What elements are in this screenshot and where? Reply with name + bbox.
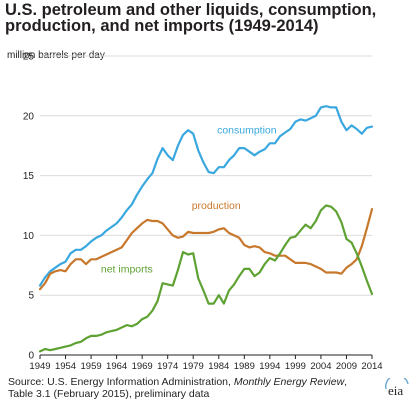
eia-logo-arc [385, 378, 409, 390]
chart-title: U.S. petroleum and other liquids, consum… [5, 1, 417, 35]
series-line-consumption [38, 105, 374, 287]
x-tick-label: 2009 [336, 361, 357, 372]
source-publication: Monthly Energy Review [233, 376, 345, 388]
series-label-net-imports: net imports [101, 263, 153, 275]
source-line-2: Table 3.1 (February 2015), preliminary d… [8, 388, 210, 400]
eia-logo: eia [385, 378, 409, 398]
chart-title-line-2: production, and net imports (1949-2014) [5, 17, 319, 35]
x-tick-label: 2004 [310, 361, 331, 372]
x-tick-label: 1959 [81, 361, 102, 372]
x-tick-label: 1999 [285, 361, 306, 372]
series-label-production: production [192, 200, 241, 212]
x-tick-label: 1949 [29, 361, 50, 372]
x-tick-label: 1974 [157, 361, 178, 372]
source-note: Source: U.S. Energy Information Administ… [8, 376, 347, 400]
x-tick-label: 1964 [106, 361, 127, 372]
eia-logo-text: eia [388, 383, 403, 398]
x-tick-label: 1984 [208, 361, 229, 372]
x-tick-label: 1979 [183, 361, 204, 372]
series-line-production [38, 208, 374, 291]
x-tick-label: 2014 [361, 361, 382, 372]
x-tick-label: 1969 [132, 361, 153, 372]
y-tick-label: 0 [28, 351, 34, 362]
y-tick-label: 5 [28, 291, 34, 302]
x-tick-label: 1954 [55, 361, 76, 372]
series-label-consumption: consumption [217, 125, 277, 137]
x-tick-label: 1989 [234, 361, 255, 372]
x-tick-label: 1994 [259, 361, 280, 372]
y-tick-label: 20 [23, 111, 35, 122]
y-tick-label: 10 [23, 231, 35, 242]
series-line-net-imports [38, 204, 374, 353]
y-tick-label: 25 [23, 52, 35, 63]
y-tick-label: 15 [23, 171, 35, 182]
source-line-1: Source: U.S. Energy Information Administ… [8, 376, 347, 388]
chart-title-line-1: U.S. petroleum and other liquids, consum… [5, 1, 377, 19]
source-suffix: , [344, 376, 348, 388]
source-prefix: Source: U.S. Energy Information Administ… [8, 376, 234, 388]
